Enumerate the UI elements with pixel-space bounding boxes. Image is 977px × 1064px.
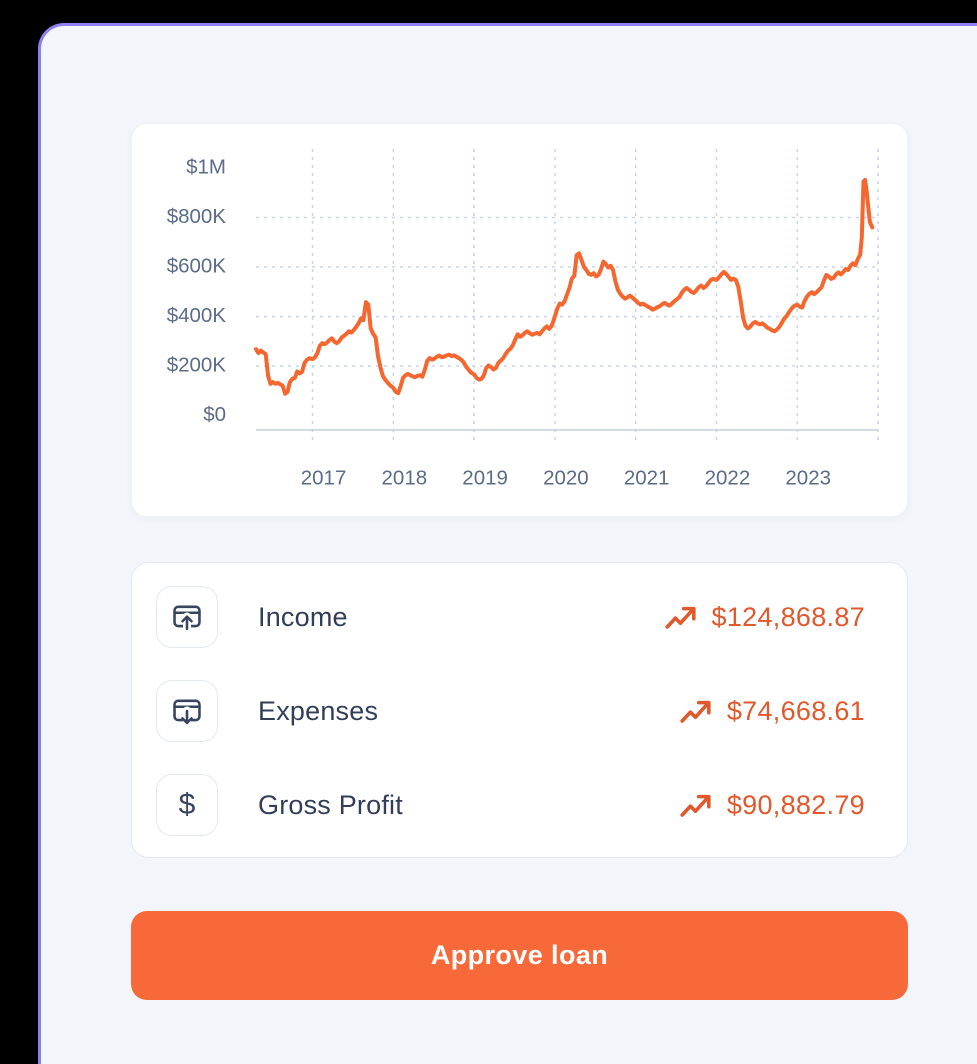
gross-profit-row: $ Gross Profit $90,882.79 [156, 774, 865, 836]
x-axis-tick-label: 2021 [624, 466, 670, 489]
x-axis-tick-label: 2018 [382, 466, 428, 489]
income-icon-tile [156, 586, 218, 648]
card-upload-icon [173, 605, 201, 634]
x-axis-tick-label: 2022 [705, 466, 751, 489]
gross-profit-label: Gross Profit [258, 789, 403, 820]
loan-review-panel: $1M $800K $600K $400K $200K $0 2017 2018 2019 202… [38, 23, 977, 1064]
income-label: Income [258, 601, 348, 632]
income-row: Income $124,868.87 [156, 586, 865, 648]
expenses-value: $74,668.61 [726, 695, 865, 726]
expenses-icon-tile [156, 680, 218, 742]
trending-up-icon [664, 606, 696, 629]
y-axis-tick-label: $1M [186, 155, 226, 178]
x-axis-tick-label: 2019 [462, 466, 508, 489]
approve-loan-button[interactable]: Approve loan [131, 911, 908, 1000]
y-axis-tick-label: $600K [167, 254, 227, 277]
card-download-icon [173, 699, 201, 728]
trending-up-icon [680, 794, 711, 817]
revenue-line [254, 177, 875, 396]
y-axis-tick-label: $800K [167, 205, 227, 228]
y-axis-tick-label: $400K [167, 304, 227, 327]
gross-profit-value: $90,882.79 [726, 789, 865, 820]
expenses-label: Expenses [258, 695, 379, 726]
x-axis-tick-label: 2017 [301, 466, 347, 489]
income-value: $124,868.87 [711, 601, 865, 632]
gross-profit-icon-tile: $ [156, 774, 218, 836]
revenue-chart: $1M $800K $600K $400K $200K $0 2017 2018 2019 202… [167, 149, 879, 489]
x-axis-tick-label: 2023 [785, 466, 831, 489]
x-axis-tick-label: 2020 [543, 466, 589, 489]
y-axis-tick-label: $200K [167, 353, 227, 376]
financial-stats-card: Income $124,868.87 [131, 562, 908, 858]
dollar-icon: $ [178, 788, 196, 821]
expenses-row: Expenses $74,668.61 [156, 680, 865, 742]
y-axis-tick-label: $0 [203, 403, 226, 426]
trending-up-icon [680, 700, 711, 723]
revenue-chart-card: $1M $800K $600K $400K $200K $0 2017 2018 2019 202… [131, 123, 908, 517]
